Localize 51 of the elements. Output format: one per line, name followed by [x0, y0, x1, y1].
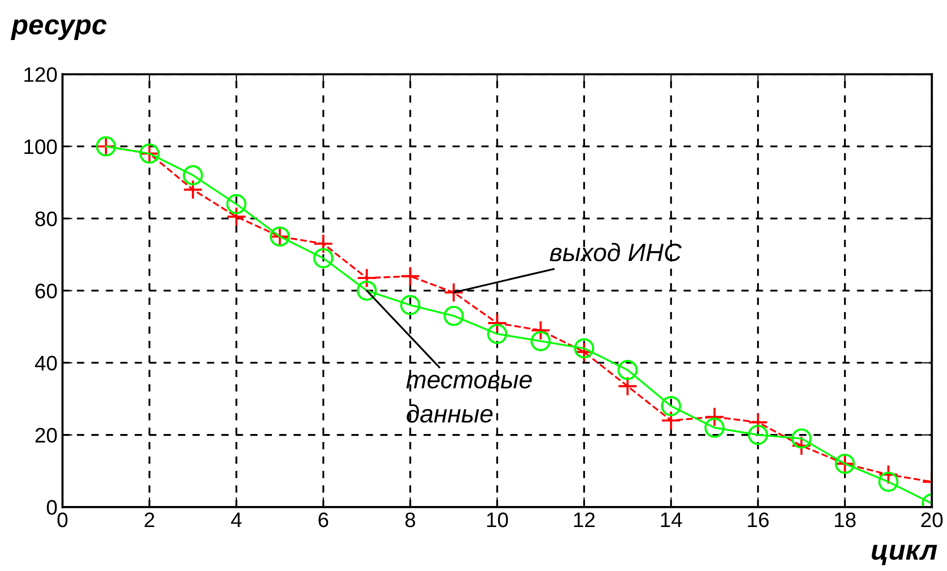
- point: [704, 418, 725, 438]
- x-tick-label: 18: [834, 512, 856, 528]
- point: [574, 338, 594, 358]
- point: [791, 436, 812, 456]
- point: [226, 206, 246, 227]
- point: [748, 412, 768, 432]
- x-tick-label: 8: [405, 512, 416, 528]
- point: [444, 282, 464, 303]
- x-tick-label: 0: [58, 512, 68, 528]
- point: [487, 324, 508, 344]
- point: [748, 424, 768, 445]
- point: [618, 376, 638, 396]
- point: [878, 464, 898, 485]
- point: [400, 266, 420, 286]
- x-tick-label: 14: [661, 512, 682, 528]
- point: [487, 313, 508, 334]
- y-tick-label: 80: [35, 212, 57, 226]
- x-axis-title: цикл: [872, 544, 938, 566]
- point: [530, 331, 551, 352]
- point: [530, 320, 551, 340]
- point: [313, 248, 334, 268]
- point: [618, 360, 638, 380]
- point: [356, 280, 377, 301]
- y-tick-label: 60: [36, 284, 57, 298]
- x-tick-label: 4: [231, 512, 242, 528]
- x-tick-label: 16: [748, 512, 769, 528]
- y-tick-label: 40: [34, 356, 57, 371]
- chart-title: ресурс: [10, 19, 107, 40]
- point: [400, 294, 420, 316]
- y-tick-label: 100: [24, 139, 57, 154]
- annotation: тестовые данные: [406, 374, 532, 423]
- x-tick-label: 20: [921, 512, 943, 528]
- point: [444, 306, 464, 326]
- point: [182, 180, 203, 200]
- point: [660, 396, 682, 416]
- y-tick-label: 120: [24, 67, 57, 82]
- point: [313, 234, 334, 254]
- annotation: выход ИНС: [550, 242, 682, 262]
- point: [356, 268, 377, 288]
- point: [226, 194, 246, 214]
- x-tick-label: 12: [574, 512, 595, 528]
- y-tick-label: 0: [46, 500, 57, 515]
- x-tick-label: 10: [487, 512, 508, 528]
- point: [660, 410, 682, 431]
- x-tick-label: 2: [144, 512, 154, 528]
- point: [791, 428, 812, 449]
- point: [182, 165, 203, 186]
- x-tick-label: 6: [318, 512, 328, 528]
- point: [878, 472, 898, 492]
- point: [704, 406, 725, 427]
- y-tick-label: 20: [36, 428, 57, 443]
